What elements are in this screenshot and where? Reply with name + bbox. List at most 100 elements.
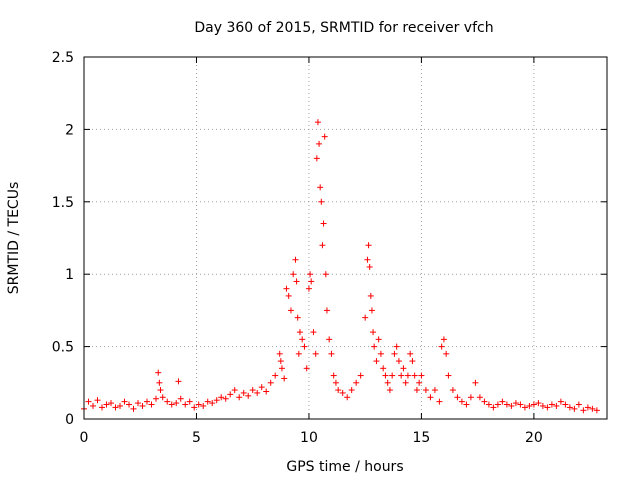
data-point <box>344 394 351 401</box>
data-point <box>494 401 501 408</box>
data-point <box>227 391 234 398</box>
data-point <box>182 401 189 408</box>
data-point <box>499 398 506 405</box>
data-point <box>112 404 119 411</box>
data-point <box>164 398 171 405</box>
data-point <box>278 365 285 372</box>
data-point <box>107 400 114 407</box>
data-point <box>319 242 326 249</box>
data-point <box>213 397 220 404</box>
data-point <box>157 387 164 394</box>
data-point <box>307 271 314 278</box>
data-point <box>463 401 470 408</box>
y-tick-label: 0.5 <box>52 340 74 356</box>
data-point <box>296 329 303 336</box>
data-point <box>535 400 542 407</box>
data-point <box>139 402 146 409</box>
data-point <box>382 372 389 379</box>
data-point <box>371 343 378 350</box>
data-point <box>276 350 283 357</box>
x-tick-label: 20 <box>525 430 543 446</box>
data-point <box>512 400 519 407</box>
data-point <box>481 398 488 405</box>
data-point <box>530 401 537 408</box>
data-point <box>422 387 429 394</box>
data-point <box>222 395 229 402</box>
data-point <box>245 392 252 399</box>
data-point <box>373 358 380 365</box>
data-point <box>335 387 342 394</box>
data-point <box>431 387 438 394</box>
data-point <box>89 402 96 409</box>
data-point <box>580 407 587 414</box>
data-point <box>168 401 175 408</box>
data-point <box>218 394 225 401</box>
data-point <box>490 404 497 411</box>
data-point <box>85 398 92 405</box>
data-point <box>258 384 265 391</box>
data-point <box>294 314 301 321</box>
data-point <box>299 336 306 343</box>
grid <box>84 57 607 419</box>
data-point <box>281 375 288 382</box>
data-point <box>589 405 596 412</box>
chart-title: Day 360 of 2015, SRMTID for receiver vfc… <box>194 20 493 36</box>
data-point <box>240 389 247 396</box>
data-point <box>427 394 434 401</box>
x-tick-label: 10 <box>300 430 318 446</box>
x-tick-label: 0 <box>80 430 89 446</box>
data-point <box>98 404 105 411</box>
data-point <box>402 379 409 386</box>
data-point <box>449 387 456 394</box>
data-point <box>391 350 398 357</box>
data-point <box>308 278 315 285</box>
data-point <box>353 379 360 386</box>
data-point <box>389 372 396 379</box>
data-point <box>267 379 274 386</box>
data-point <box>287 307 294 314</box>
data-point <box>364 256 371 263</box>
data-point <box>566 404 573 411</box>
y-tick-label: 2.5 <box>52 50 74 66</box>
data-point <box>395 358 402 365</box>
data-point <box>143 398 150 405</box>
data-point <box>191 404 198 411</box>
data-point <box>200 402 207 409</box>
data-point <box>326 336 333 343</box>
data-point <box>332 379 339 386</box>
data-point <box>236 394 243 401</box>
x-axis-label: GPS time / hours <box>286 459 403 475</box>
data-point <box>103 401 110 408</box>
data-point <box>301 343 308 350</box>
data-point <box>285 292 292 299</box>
data-point <box>407 350 414 357</box>
data-point <box>328 350 335 357</box>
data-point <box>562 401 569 408</box>
y-tick-label: 1 <box>65 267 74 283</box>
data-point <box>521 404 528 411</box>
data-point <box>375 336 382 343</box>
data-point <box>231 387 238 394</box>
data-point <box>458 398 465 405</box>
data-point <box>293 278 300 285</box>
data-point <box>438 343 445 350</box>
data-point <box>467 394 474 401</box>
data-point <box>539 402 546 409</box>
data-point <box>398 372 405 379</box>
data-point <box>312 350 319 357</box>
data-point <box>175 378 182 385</box>
data-point <box>370 329 377 336</box>
data-point <box>318 198 325 205</box>
data-point <box>503 401 510 408</box>
data-point <box>485 401 492 408</box>
data-point <box>94 397 101 404</box>
data-point <box>517 401 524 408</box>
data-point <box>249 387 256 394</box>
y-axis-label: SRMTID / TECUs <box>6 182 22 295</box>
data-point <box>411 372 418 379</box>
data-point <box>443 350 450 357</box>
data-point <box>283 285 290 292</box>
data-points <box>81 119 600 414</box>
